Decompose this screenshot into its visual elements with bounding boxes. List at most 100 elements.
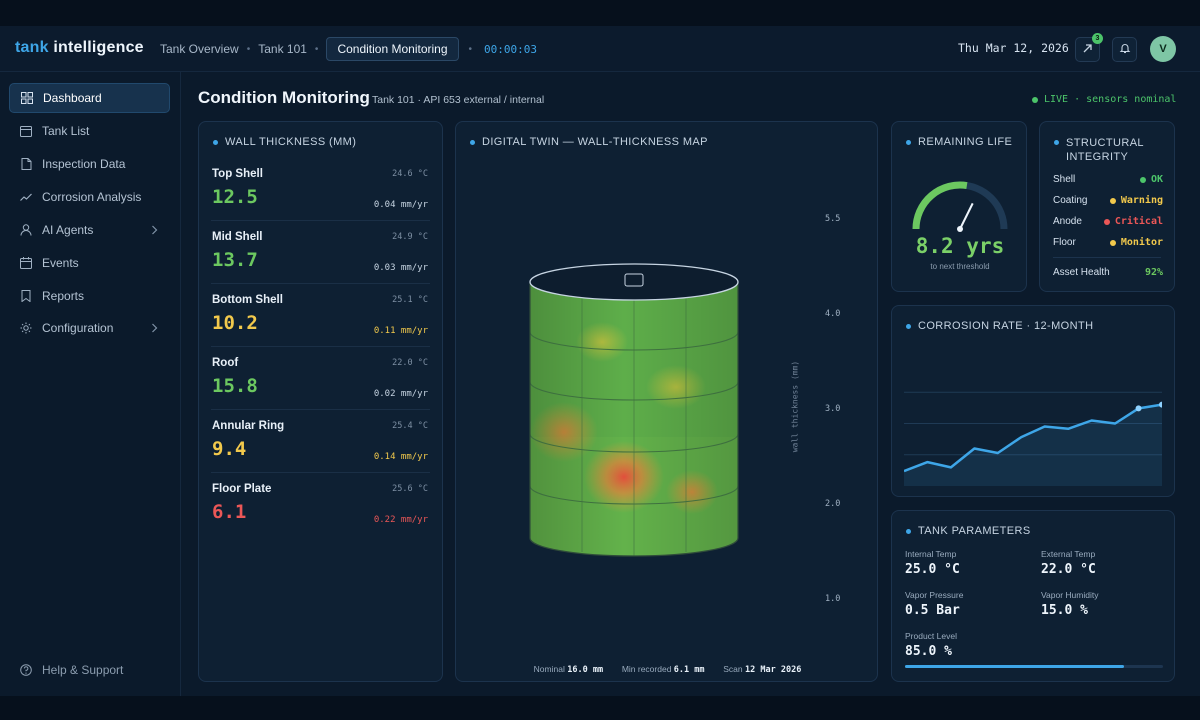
user-avatar[interactable]: V xyxy=(1150,36,1176,62)
bookmark-icon xyxy=(19,289,33,303)
corrosion-rate-title: CORROSION RATE · 12-MONTH xyxy=(918,320,1094,332)
digital-twin-title: DIGITAL TWIN — WALL-THICKNESS MAP xyxy=(482,136,708,148)
wall-thickness-row[interactable]: Top Shell 12.5 24.6 °C 0.04 mm/yr xyxy=(211,158,430,221)
sidebar-item-dashboard[interactable]: Dashboard xyxy=(9,83,170,113)
gear-icon xyxy=(19,321,33,335)
tank-parameters-title: TANK PARAMETERS xyxy=(918,525,1031,537)
temperature-value: 22.0 °C xyxy=(392,358,428,368)
section-name: Top Shell xyxy=(212,168,263,180)
product-level-value: 85.0 % xyxy=(905,644,952,659)
integrity-status: Critical xyxy=(1103,216,1163,227)
share-button[interactable]: 3 xyxy=(1075,33,1103,62)
panel-title: STRUCTURAL INTEGRITY xyxy=(1054,136,1164,164)
min-recorded-value: 6.1 mm xyxy=(673,665,705,675)
breadcrumb-separator: • xyxy=(246,43,251,55)
current-date: Thu Mar 12, 2026 xyxy=(958,41,1069,55)
integrity-status-label: Monitor xyxy=(1120,237,1163,248)
breadcrumb-tank-101[interactable]: Tank 101 xyxy=(258,42,307,56)
corrosion-rate-chart[interactable] xyxy=(904,361,1162,486)
corrosion-rate-panel: CORROSION RATE · 12-MONTH xyxy=(891,305,1175,497)
corrosion-rate-value: 0.04 mm/yr xyxy=(373,200,428,210)
thickness-value: 10.2 xyxy=(212,312,258,334)
status-dot xyxy=(1109,239,1116,246)
wall-thickness-row[interactable]: Mid Shell 13.7 24.9 °C 0.03 mm/yr xyxy=(211,221,430,284)
scale-axis-label: wall thickness (mm) xyxy=(790,360,800,453)
sidebar-item-label: AI Agents xyxy=(42,223,94,237)
panel-title-dot xyxy=(906,140,911,145)
tank-course-lines xyxy=(529,296,739,556)
chart-data-point[interactable] xyxy=(1135,405,1142,412)
asset-health-row: Asset Health 92% xyxy=(1053,267,1163,283)
vapor-humidity-value: 15.0 % xyxy=(1041,603,1088,618)
panel-title: WALL THICKNESS (MM) xyxy=(213,136,356,148)
remaining-life-title: REMAINING LIFE xyxy=(918,136,1013,148)
scale-tick: 1.0 xyxy=(825,594,841,604)
app-logo[interactable]: tank intelligence xyxy=(15,39,144,57)
help-icon xyxy=(19,663,33,677)
sidebar-item-tank-list[interactable]: Tank List xyxy=(9,116,170,146)
sidebar: Dashboard Tank List Inspection Data Corr… xyxy=(0,72,181,696)
chevron-right-icon xyxy=(151,322,158,336)
top-bar: tank intelligence Tank Overview • Tank 1… xyxy=(0,26,1200,72)
thickness-value: 15.8 xyxy=(212,375,258,397)
thickness-value: 12.5 xyxy=(212,186,258,208)
breadcrumb-tank-overview[interactable]: Tank Overview xyxy=(160,42,239,56)
wall-thickness-row[interactable]: Roof 15.8 22.0 °C 0.02 mm/yr xyxy=(211,347,430,410)
internal-temp-value: 25.0 °C xyxy=(905,562,960,577)
gauge-hub xyxy=(957,226,963,232)
remaining-life-subtitle: to next threshold xyxy=(930,262,990,271)
sidebar-item-reports[interactable]: Reports xyxy=(9,281,170,311)
sidebar-item-label: Corrosion Analysis xyxy=(42,190,142,204)
section-name: Roof xyxy=(212,357,239,369)
breadcrumb-separator: • xyxy=(468,43,473,55)
notification-count-badge: 3 xyxy=(1092,33,1103,44)
integrity-row: Floor Monitor xyxy=(1053,237,1163,253)
twin-footer: Nominal 16.0 mm Min recorded 6.1 mm Scan… xyxy=(456,664,879,675)
integrity-row: Anode Critical xyxy=(1053,216,1163,232)
panel-title-dot xyxy=(1054,140,1059,145)
sidebar-item-label: Tank List xyxy=(42,124,90,138)
panel-title-dot xyxy=(906,529,911,534)
sidebar-item-inspection-data[interactable]: Inspection Data xyxy=(9,149,170,179)
corrosion-rate-value: 0.03 mm/yr xyxy=(373,263,428,273)
temperature-value: 25.4 °C xyxy=(392,421,428,431)
notifications-button[interactable] xyxy=(1112,37,1137,62)
document-icon xyxy=(19,157,33,171)
wall-thickness-title: WALL THICKNESS (MM) xyxy=(225,136,357,148)
wall-thickness-row[interactable]: Floor Plate 6.1 25.6 °C 0.22 mm/yr xyxy=(211,473,430,536)
wall-thickness-row[interactable]: Bottom Shell 10.2 25.1 °C 0.11 mm/yr xyxy=(211,284,430,347)
wall-thickness-row[interactable]: Annular Ring 9.4 25.4 °C 0.14 mm/yr xyxy=(211,410,430,473)
scale-tick: 5.5 xyxy=(825,214,841,224)
help-support-link[interactable]: Help & Support xyxy=(9,655,170,685)
sidebar-item-label: Configuration xyxy=(42,321,114,335)
sidebar-item-events[interactable]: Events xyxy=(9,248,170,278)
calendar-icon xyxy=(19,256,33,270)
external-temp-value: 22.0 °C xyxy=(1041,562,1096,577)
panel-title: DIGITAL TWIN — WALL-THICKNESS MAP xyxy=(470,136,708,148)
sidebar-item-label: Inspection Data xyxy=(42,157,126,171)
chart-data-point[interactable] xyxy=(1159,401,1162,408)
app-window: tank intelligence Tank Overview • Tank 1… xyxy=(0,26,1200,696)
page-subtitle: Tank 101 · API 653 external / internal xyxy=(372,94,545,106)
sidebar-item-label: Events xyxy=(42,256,79,270)
product-level-label: Product Level xyxy=(905,631,957,641)
panel-title-dot xyxy=(213,140,218,145)
thickness-value: 13.7 xyxy=(212,249,258,271)
chart-series-line xyxy=(904,403,1162,473)
tank-roof xyxy=(529,263,739,301)
tank-parameters-panel: TANK PARAMETERS Internal Temp 25.0 °C Ex… xyxy=(891,510,1175,682)
section-name: Bottom Shell xyxy=(212,294,283,306)
arrow-up-right-icon xyxy=(1082,41,1093,59)
integrity-status: Monitor xyxy=(1109,237,1163,248)
remaining-life-gauge xyxy=(912,181,1008,232)
temperature-value: 25.6 °C xyxy=(392,484,428,494)
remaining-life-value: 8.2 yrs xyxy=(915,234,1005,258)
sidebar-item-ai-agents[interactable]: AI Agents xyxy=(9,215,170,245)
tank-3d-model[interactable] xyxy=(516,252,746,562)
breadcrumb-condition-monitoring[interactable]: Condition Monitoring xyxy=(326,37,459,61)
vapor-humidity-label: Vapor Humidity xyxy=(1041,590,1099,600)
sidebar-item-corrosion-analysis[interactable]: Corrosion Analysis xyxy=(9,182,170,212)
panel-title: TANK PARAMETERS xyxy=(906,525,1031,537)
live-status-label: LIVE · sensors nominal xyxy=(1044,94,1177,105)
sidebar-item-configuration[interactable]: Configuration xyxy=(9,313,170,343)
